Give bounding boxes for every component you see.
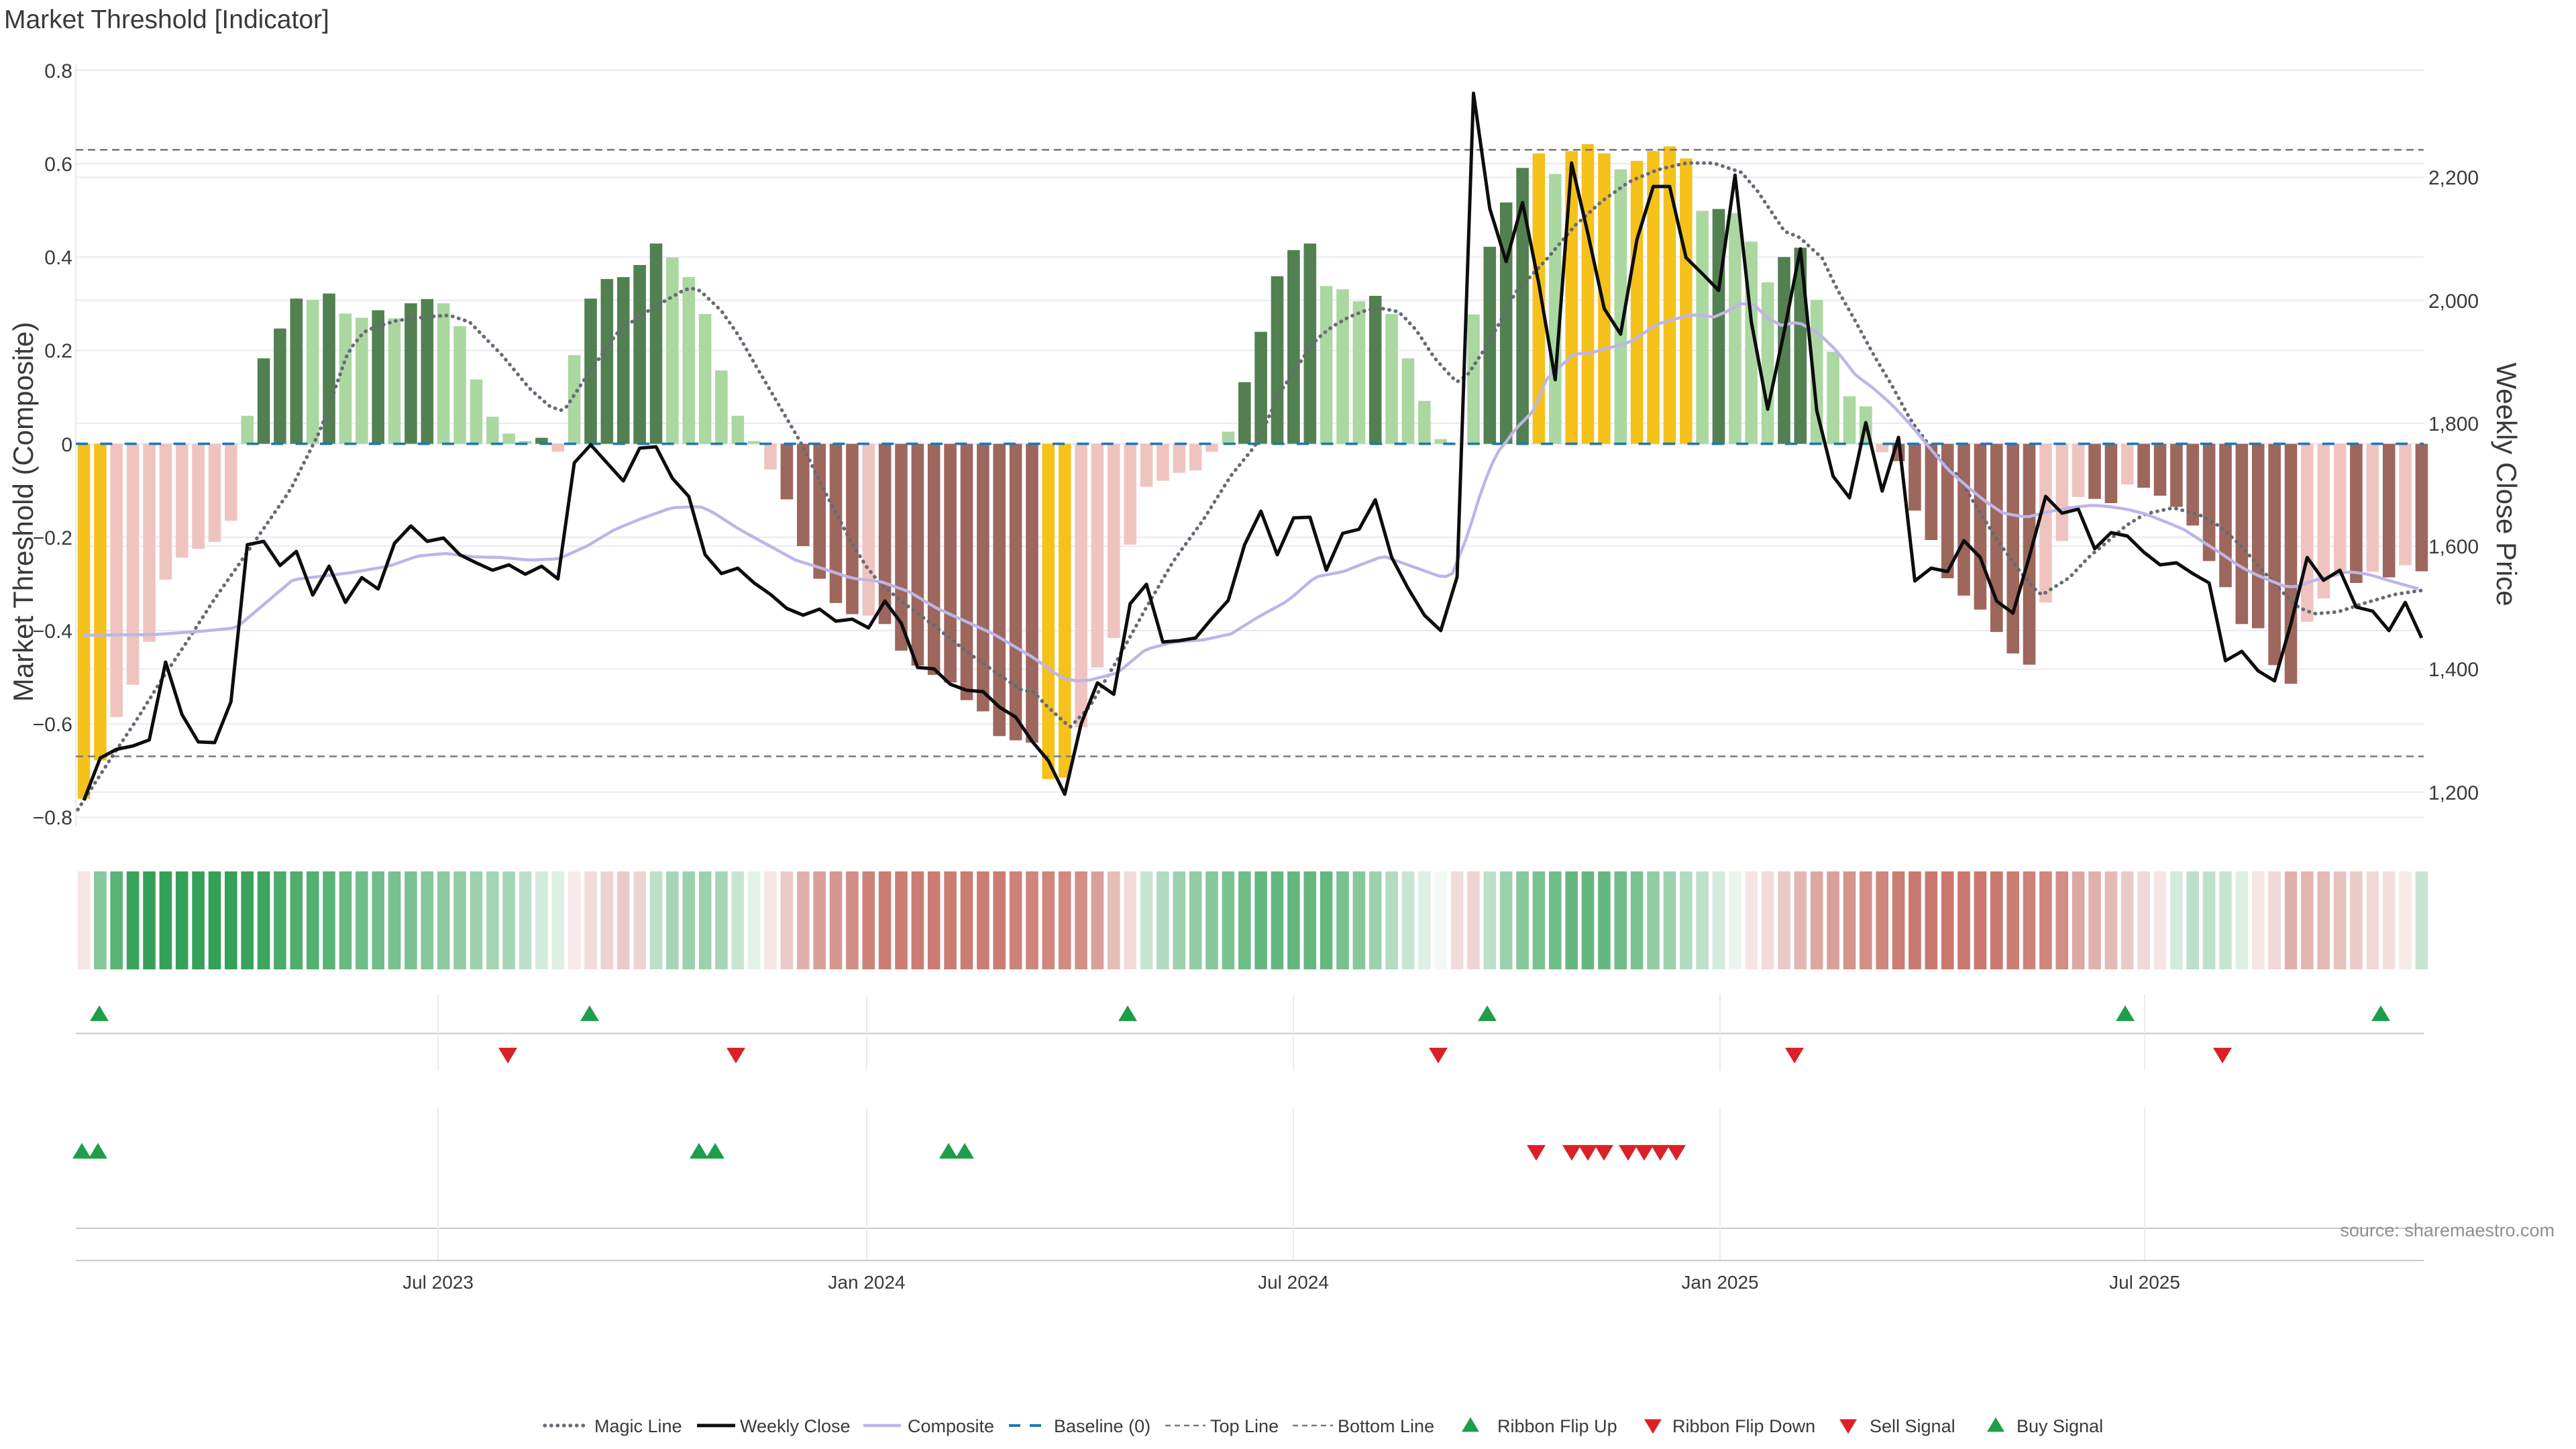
svg-text:Baseline (0): Baseline (0) xyxy=(1054,1416,1150,1436)
svg-text:Composite: Composite xyxy=(908,1416,994,1436)
svg-text:1,800: 1,800 xyxy=(2428,413,2479,435)
svg-text:Market Threshold [Indicator]: Market Threshold [Indicator] xyxy=(4,5,329,34)
svg-text:Buy Signal: Buy Signal xyxy=(2017,1416,2103,1436)
svg-text:Weekly Close: Weekly Close xyxy=(740,1416,851,1436)
svg-text:1,400: 1,400 xyxy=(2428,659,2479,681)
svg-text:Jul 2025: Jul 2025 xyxy=(2109,1272,2180,1293)
svg-text:1,600: 1,600 xyxy=(2428,536,2479,558)
svg-text:2,200: 2,200 xyxy=(2428,167,2479,189)
svg-text:0.8: 0.8 xyxy=(44,60,72,83)
svg-text:2,000: 2,000 xyxy=(2428,290,2479,313)
svg-text:Market Threshold (Composite): Market Threshold (Composite) xyxy=(7,322,39,702)
svg-text:Jan 2025: Jan 2025 xyxy=(1681,1272,1758,1293)
svg-text:0.2: 0.2 xyxy=(44,340,72,362)
svg-text:Magic Line: Magic Line xyxy=(594,1416,682,1436)
svg-text:Sell Signal: Sell Signal xyxy=(1870,1416,1955,1436)
svg-text:−0.4: −0.4 xyxy=(33,621,72,643)
svg-text:Top Line: Top Line xyxy=(1210,1416,1279,1436)
svg-text:0: 0 xyxy=(61,434,72,456)
svg-text:Ribbon Flip Down: Ribbon Flip Down xyxy=(1672,1416,1815,1436)
svg-text:Jul 2023: Jul 2023 xyxy=(402,1272,474,1293)
svg-text:Bottom Line: Bottom Line xyxy=(1338,1416,1434,1436)
svg-text:−0.8: −0.8 xyxy=(33,807,72,829)
svg-text:Jul 2024: Jul 2024 xyxy=(1258,1272,1329,1293)
svg-text:−0.2: −0.2 xyxy=(33,527,72,549)
svg-text:0.6: 0.6 xyxy=(44,154,72,176)
svg-text:Weekly Close Price: Weekly Close Price xyxy=(2491,362,2522,606)
svg-text:1,200: 1,200 xyxy=(2428,782,2479,804)
svg-text:source: sharemaestro.com: source: sharemaestro.com xyxy=(2340,1220,2555,1240)
svg-text:Ribbon Flip Up: Ribbon Flip Up xyxy=(1497,1416,1617,1436)
svg-text:Jan 2024: Jan 2024 xyxy=(828,1272,905,1293)
svg-text:0.4: 0.4 xyxy=(44,247,72,269)
svg-text:−0.6: −0.6 xyxy=(33,714,72,736)
